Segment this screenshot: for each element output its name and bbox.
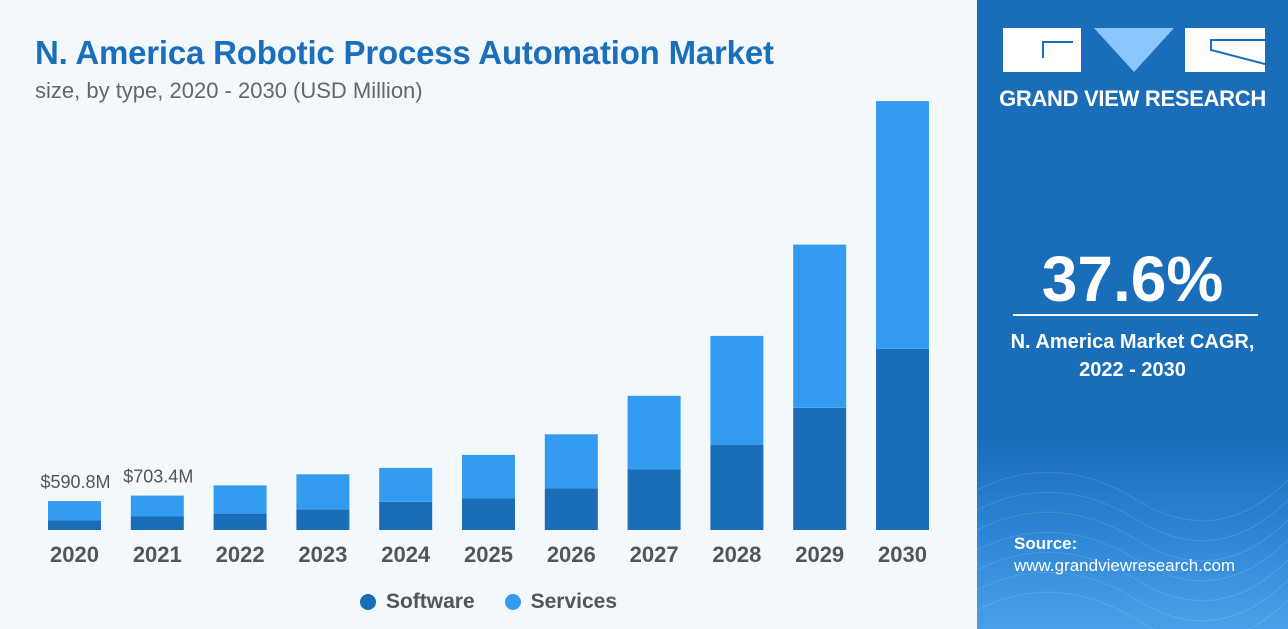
x-tick-label-2029: 2029 [795, 542, 844, 567]
chart-panel: N. America Robotic Process Automation Ma… [0, 34, 977, 616]
bar-chart: 2020 2021 2022 2023 2024 2025 2026 2027 2028 2029… [40, 101, 929, 567]
data-label-2020: $590.8M [40, 472, 110, 492]
wave-pattern-decoration [977, 471, 1288, 629]
bar-services-2028 [710, 335, 764, 445]
x-tick-label-2027: 2027 [630, 542, 679, 567]
cagr-label-line1: N. America Market CAGR, [1010, 331, 1255, 353]
chart-title: N. America Robotic Process Automation Ma… [35, 34, 774, 71]
x-tick-label-2024: 2024 [381, 542, 431, 567]
bar-software-2030 [876, 348, 929, 530]
bar-services-2026 [544, 434, 598, 489]
legend-item-services: Services [504, 590, 618, 614]
bar-software-2029 [793, 407, 847, 530]
bar-software-2022 [213, 513, 267, 530]
bar-services-2027 [627, 395, 681, 470]
bar-services-2029 [793, 244, 847, 408]
x-tick-label-2025: 2025 [464, 542, 513, 567]
x-tick-label-2020: 2020 [50, 542, 99, 567]
bar-services-2021 [130, 495, 184, 517]
cagr-label-line2: 2022 - 2030 [1079, 359, 1186, 381]
bar-services-2030 [876, 101, 929, 349]
bar-software-2025 [462, 498, 515, 530]
data-label-2021: $703.4M [123, 467, 193, 487]
x-tick-label-2022: 2022 [216, 542, 265, 567]
bar-software-2026 [544, 488, 598, 530]
legend-label-software: Software [385, 590, 475, 613]
x-tick-label-2021: 2021 [133, 542, 182, 567]
bar-software-2021 [130, 516, 184, 530]
brand-name: GRAND VIEW RESEARCH [999, 86, 1266, 111]
grand-view-research-logo [1003, 28, 1265, 72]
chart-subtitle: size, by type, 2020 - 2030 (USD Million) [35, 78, 423, 103]
bar-services-2025 [462, 454, 515, 499]
x-tick-label-2030: 2030 [878, 542, 927, 567]
cagr-value: 37.6% [1041, 243, 1224, 315]
legend-swatch-services [504, 594, 521, 610]
x-tick-label-2023: 2023 [298, 542, 347, 567]
side-panel: GRAND VIEW RESEARCH 37.6% N. America Mar… [977, 0, 1288, 629]
x-tick-label-2028: 2028 [712, 542, 761, 567]
legend-item-software: Software [359, 590, 475, 614]
bar-software-2020 [48, 520, 101, 530]
source-heading: Source: [1014, 534, 1078, 553]
cagr-divider [1013, 314, 1258, 316]
legend-label-services: Services [530, 590, 618, 613]
bar-software-2028 [710, 445, 764, 530]
legend: Software Services [0, 588, 977, 616]
bar-services-2020 [48, 501, 101, 521]
bar-services-2022 [213, 485, 267, 514]
bar-software-2027 [627, 469, 681, 530]
legend-swatch-software [359, 594, 376, 610]
bar-services-2023 [296, 474, 350, 510]
x-tick-label-2026: 2026 [547, 542, 596, 567]
cagr-label: N. America Market CAGR, 2022 - 2030 [977, 328, 1288, 384]
bar-software-2023 [296, 509, 350, 530]
source-url: www.grandviewresearch.com [1014, 556, 1236, 575]
bar-services-2024 [379, 467, 433, 502]
bar-software-2024 [379, 501, 433, 530]
